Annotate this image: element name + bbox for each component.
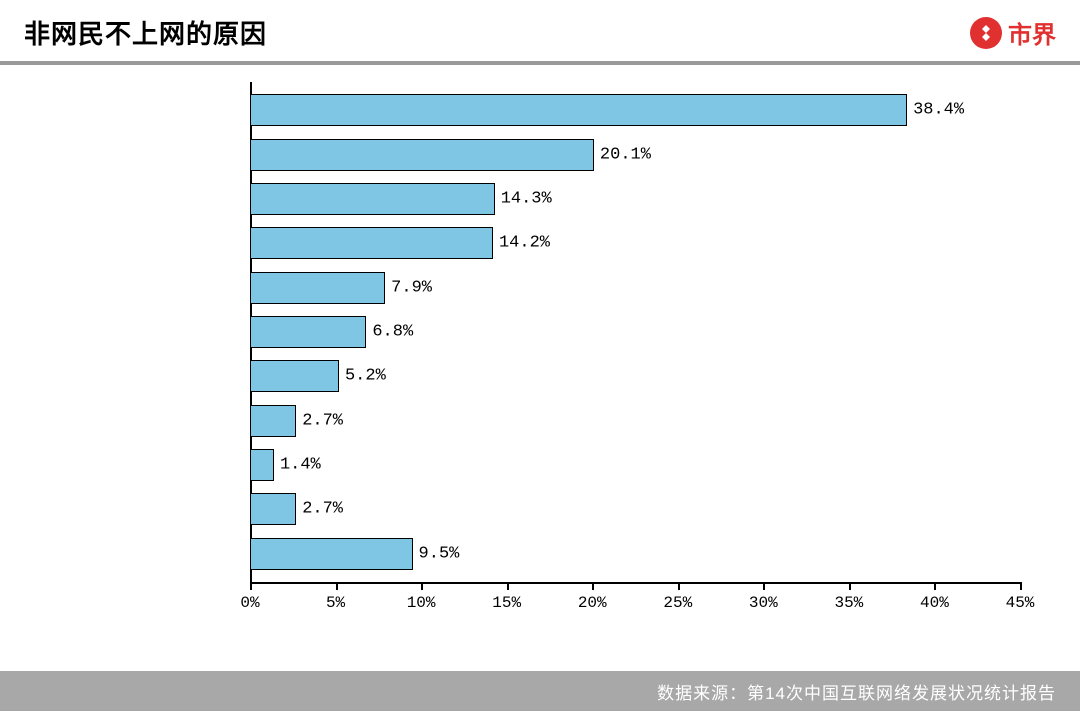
x-tick (507, 582, 509, 590)
bar-value-label: 1.4% (274, 456, 321, 475)
x-tick-label: 40% (920, 594, 949, 612)
bar-value-label: 9.5% (413, 544, 460, 563)
x-tick (934, 582, 936, 590)
chart-area: 0%5%10%15%20%25%30%35%40%45%不懂电脑/网络38.4%… (60, 72, 1040, 628)
x-tick (849, 582, 851, 590)
header: 非网民不上网的原因 市界 (0, 0, 1080, 65)
bar (250, 183, 495, 215)
bar-value-label: 7.9% (385, 278, 432, 297)
x-tick (592, 582, 594, 590)
x-tick-label: 20% (578, 594, 607, 612)
bar-value-label: 2.7% (296, 500, 343, 519)
brand-logo: 市界 (970, 15, 1056, 50)
x-tick-label: 10% (407, 594, 436, 612)
x-tick-label: 35% (834, 594, 863, 612)
brand-name: 市界 (1008, 15, 1056, 50)
chart-plot: 0%5%10%15%20%25%30%35%40%45%不懂电脑/网络38.4%… (250, 82, 1020, 582)
x-tick (678, 582, 680, 590)
x-tick (336, 582, 338, 590)
footer: 数据来源：第14次中国互联网络发展状况统计报告 (0, 671, 1080, 711)
bar (250, 272, 385, 304)
x-tick (1020, 582, 1022, 590)
x-tick-label: 25% (663, 594, 692, 612)
x-tick (421, 582, 423, 590)
chart-title: 非网民不上网的原因 (24, 14, 267, 51)
bar-value-label: 2.7% (296, 411, 343, 430)
bar-value-label: 14.2% (493, 234, 550, 253)
data-source: 数据来源：第14次中国互联网络发展状况统计报告 (657, 679, 1056, 704)
x-tick (250, 582, 252, 590)
x-tick (763, 582, 765, 590)
bar-value-label: 20.1% (594, 145, 651, 164)
bar (250, 316, 366, 348)
x-tick-label: 30% (749, 594, 778, 612)
bar (250, 139, 594, 171)
x-axis (250, 582, 1020, 584)
bar (250, 227, 493, 259)
bar (250, 405, 296, 437)
bar-value-label: 38.4% (907, 101, 964, 120)
x-tick-label: 15% (492, 594, 521, 612)
x-tick-label: 0% (240, 594, 259, 612)
bar-value-label: 5.2% (339, 367, 386, 386)
bar (250, 360, 339, 392)
x-tick-label: 45% (1006, 594, 1035, 612)
bar-value-label: 14.3% (495, 190, 552, 209)
bar (250, 94, 907, 126)
brand-badge-icon (970, 17, 1002, 49)
bar (250, 449, 274, 481)
bar (250, 538, 413, 570)
bar-value-label: 6.8% (366, 323, 413, 342)
bar (250, 493, 296, 525)
x-tick-label: 5% (326, 594, 345, 612)
